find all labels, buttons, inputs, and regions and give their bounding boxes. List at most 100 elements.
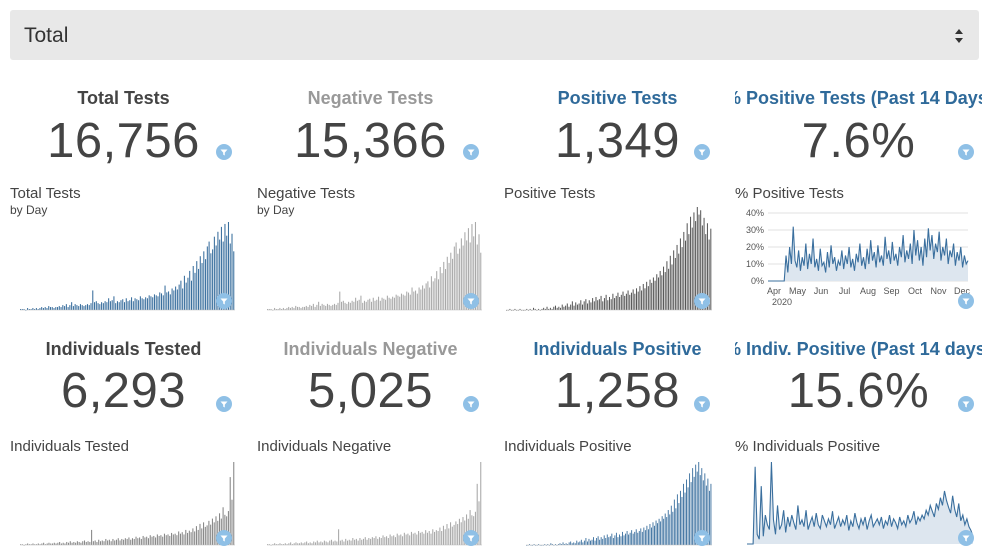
chart-bar: [20, 544, 22, 545]
filter-icon[interactable]: [216, 396, 232, 412]
chart-bar: [384, 537, 386, 545]
chart-bar: [219, 513, 221, 545]
filter-icon[interactable]: [694, 396, 710, 412]
chart-bar: [375, 536, 377, 545]
kpi-title-pct-individuals-positive: % Indiv. Positive (Past 14 days): [735, 339, 982, 359]
filter-icon[interactable]: [694, 530, 710, 546]
chart-bar: [436, 271, 438, 310]
chart-bar: [344, 302, 346, 310]
filter-icon[interactable]: [463, 396, 479, 412]
chart-bar: [538, 308, 540, 310]
filter-icon[interactable]: [958, 396, 974, 412]
chart-bar: [169, 294, 171, 310]
filter-icon[interactable]: [216, 293, 232, 309]
chart-bar: [174, 533, 176, 545]
chart-bar: [182, 288, 184, 310]
chart-bar: [373, 538, 375, 545]
total-selector-dropdown[interactable]: Total: [10, 10, 979, 60]
chart-title-individuals-positive: Individuals Positive: [504, 438, 632, 455]
chart-bar: [581, 304, 583, 310]
filter-icon[interactable]: [694, 293, 710, 309]
chart-bar: [43, 542, 45, 545]
chart-bar: [415, 290, 417, 310]
chart-bar: [588, 300, 590, 310]
chart-bar: [460, 238, 462, 310]
filter-icon[interactable]: [463, 144, 479, 160]
chart-bar: [676, 244, 678, 310]
chart-bar: [304, 306, 306, 310]
chart-bar: [275, 544, 277, 545]
chart-bar: [663, 518, 665, 545]
chart-bar: [404, 295, 406, 310]
chart-bar: [466, 240, 468, 310]
chart-bar: [355, 297, 357, 310]
chart-bar: [654, 525, 655, 545]
chart-bar: [620, 294, 622, 310]
chart-bar: [120, 300, 122, 310]
pct-individuals-positive-line-chart: [747, 461, 974, 545]
chart-bar: [291, 544, 293, 545]
kpi-value-pct-positive-tests: 7.6%: [801, 114, 916, 168]
chart-bar: [695, 221, 697, 310]
chart-bar: [646, 281, 648, 310]
chart-bar: [657, 277, 659, 310]
chart-bar: [229, 243, 231, 310]
chart-bar: [383, 298, 385, 310]
filter-icon[interactable]: [216, 144, 232, 160]
chart-bar: [568, 306, 570, 310]
x-tick-label: Aug: [860, 286, 876, 296]
chart-bar: [146, 298, 148, 310]
filter-icon[interactable]: [958, 293, 974, 309]
chart-bar: [318, 301, 320, 310]
chart-bar: [119, 540, 121, 545]
filter-icon[interactable]: [958, 144, 974, 160]
chart-bar: [178, 531, 180, 545]
chart-bar: [362, 538, 365, 545]
chart-bar: [27, 543, 29, 545]
filter-icon[interactable]: [958, 530, 974, 546]
individuals-negative-tile: Individuals Negative 5,025 Individuals N…: [247, 332, 494, 557]
chart-bar: [586, 541, 588, 545]
chart-bar: [212, 249, 214, 310]
chart-bar: [570, 304, 572, 310]
filter-icon[interactable]: [463, 530, 479, 546]
chart-bar: [82, 541, 84, 545]
chart-bar: [118, 302, 120, 310]
chart-bar: [605, 538, 607, 545]
chart-bar: [348, 301, 350, 310]
chart-bar: [464, 520, 466, 545]
chart-bar: [323, 304, 325, 310]
chart-bar: [229, 477, 231, 545]
chart-bar: [700, 210, 702, 310]
chart-bar: [311, 543, 313, 545]
chart-bar: [101, 540, 103, 545]
chart-bar: [369, 298, 371, 310]
chart-bar: [450, 522, 452, 545]
chart-bar: [382, 535, 384, 545]
kpi-title-pct-positive-tests: % Positive Tests (Past 14 Days): [735, 88, 982, 108]
chart-bar: [168, 291, 170, 310]
chart-series-line: [768, 226, 969, 282]
chart-bar: [286, 307, 288, 310]
chart-bar: [149, 535, 151, 545]
chart-bar: [21, 309, 23, 310]
filter-icon[interactable]: [216, 530, 232, 546]
filter-icon[interactable]: [463, 293, 479, 309]
x-tick-label: Jun: [814, 286, 829, 296]
chart-bar: [672, 511, 674, 545]
chart-bar: [233, 251, 235, 310]
filter-icon[interactable]: [694, 144, 710, 160]
chart-bar: [143, 299, 145, 310]
chart-bar: [211, 518, 213, 545]
chart-bar: [392, 296, 394, 310]
chart-bar: [208, 241, 210, 310]
chart-bar: [664, 272, 666, 310]
chart-bar: [224, 514, 226, 545]
chart-bar: [673, 250, 675, 310]
chart-bar: [686, 479, 687, 545]
chart-bar: [627, 290, 629, 310]
chart-bar: [427, 281, 429, 310]
chart-bar: [674, 257, 676, 310]
chart-bar: [134, 298, 136, 310]
chart-bar: [302, 306, 304, 310]
